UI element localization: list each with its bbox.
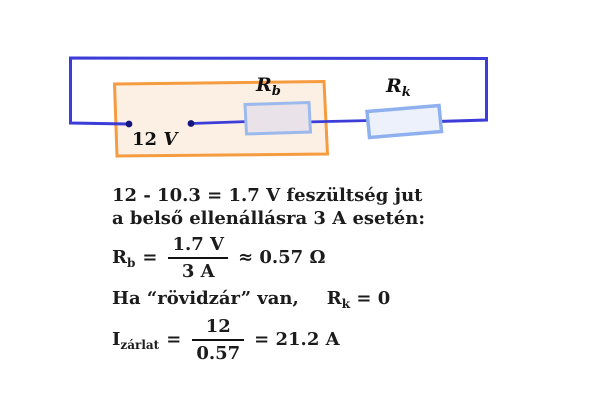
shortcircuit-text: Ha “rövidzár” van, [112,288,299,309]
rk-value: = 0 [356,288,391,309]
equals-sign: = [142,247,158,268]
solution-line-2: a belső ellenállásra 3 A esetén: [112,208,425,229]
rk-symbol-sub: k [341,297,351,311]
wire-rb-to-rk [304,119,372,124]
solution-line-4: Ha “rövidzár” van, Rk = 0 [112,288,390,310]
solution-line-5: Izárlat = 12 0.57 = 21.2 A [112,316,340,364]
rb-symbol: Rb [112,247,136,270]
rk-symbol: Rk [326,288,351,311]
wire-loop [69,56,488,126]
battery-box [112,79,330,158]
fraction-numerator: 1.7 V [172,234,225,255]
terminal-dot-right [187,120,195,127]
fraction-numerator: 12 [205,316,231,337]
rk-label-sub: k [401,85,411,100]
solution-line-3: Rb = 1.7 V 3 A ≈ 0.57 Ω [112,234,326,282]
rk-label-base: R [386,75,402,97]
solution-line-1: 12 - 10.3 = 1.7 V feszültség jut [112,185,423,206]
rb-label-sub: b [271,84,281,99]
rb-label: Rb [256,74,281,99]
rk-label: Rk [386,75,411,100]
rb-result: ≈ 0.57 Ω [238,247,326,268]
fraction-rb: 1.7 V 3 A [168,234,229,282]
resistor-rb [243,100,313,136]
wire-terminal-to-rb [190,120,250,125]
resistor-rk [365,103,444,140]
fraction-denominator: 3 A [181,261,215,282]
terminal-dot-left [125,120,133,128]
fraction-denominator: 0.57 [196,343,241,364]
rb-symbol-sub: b [126,256,136,270]
equals-sign: = [166,329,182,350]
current-result: = 21.2 A [254,329,340,350]
current-symbol-sub: zárlat [120,338,160,352]
voltage-unit: V [163,129,178,150]
fraction-bar [168,257,229,259]
fraction-bar [192,339,245,341]
solution-text: 12 - 10.3 = 1.7 V feszültség jut a belső… [112,184,592,384]
rb-label-base: R [256,74,272,96]
current-symbol: Izárlat [112,329,160,352]
voltage-source-label: 12 V [132,131,177,149]
fraction-current: 12 0.57 [192,316,245,364]
voltage-value: 12 [132,129,164,150]
